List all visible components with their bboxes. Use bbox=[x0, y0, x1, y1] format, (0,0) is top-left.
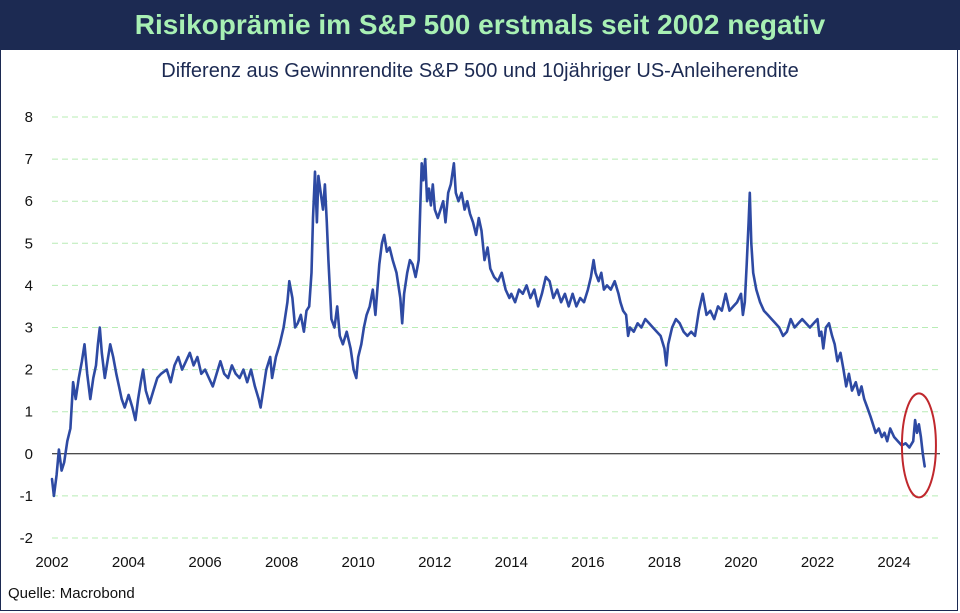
y-tick-label: 8 bbox=[25, 109, 33, 126]
chart-subtitle: Differenz aus Gewinnrendite S&P 500 und … bbox=[161, 60, 799, 82]
title-bar bbox=[0, 0, 960, 50]
x-tick-label: 2012 bbox=[418, 554, 451, 571]
series-line bbox=[50, 157, 926, 498]
x-tick-label: 2010 bbox=[342, 554, 375, 571]
y-tick-label: 1 bbox=[25, 404, 33, 421]
y-tick-label: 2 bbox=[25, 362, 33, 379]
series-layer bbox=[50, 157, 926, 498]
source-note: Quelle: Macrobond bbox=[8, 585, 135, 602]
y-tick-label: 3 bbox=[25, 320, 33, 337]
x-tick-label: 2018 bbox=[648, 554, 681, 571]
axis-labels: -2 -1 0 1 2 3 4 5 6 7 8 2002 2004 2006 2008 2010 2012 201… bbox=[20, 109, 911, 571]
chart-title: Risikoprämie im S&P 500 erstmals seit 20… bbox=[134, 9, 826, 40]
x-tick-label: 2014 bbox=[495, 554, 528, 571]
y-tick-label: 6 bbox=[25, 193, 33, 210]
x-tick-label: 2002 bbox=[35, 554, 68, 571]
x-tick-label: 2008 bbox=[265, 554, 298, 571]
y-tick-label: -2 bbox=[20, 530, 33, 547]
grid-lines bbox=[52, 116, 940, 539]
y-tick-label: 5 bbox=[25, 235, 33, 252]
x-tick-label: 2022 bbox=[801, 554, 834, 571]
x-tick-label: 2016 bbox=[571, 554, 604, 571]
y-tick-label: 0 bbox=[25, 446, 33, 463]
y-tick-label: 4 bbox=[25, 277, 33, 294]
x-tick-label: 2020 bbox=[724, 554, 757, 571]
x-tick-label: 2006 bbox=[188, 554, 221, 571]
annotation-layer bbox=[900, 392, 937, 499]
x-tick-label: 2004 bbox=[112, 554, 145, 571]
x-tick-label: 2024 bbox=[877, 554, 910, 571]
highlight-ellipse bbox=[900, 392, 937, 499]
y-tick-label: 7 bbox=[25, 151, 33, 168]
y-tick-label: -1 bbox=[20, 488, 33, 505]
